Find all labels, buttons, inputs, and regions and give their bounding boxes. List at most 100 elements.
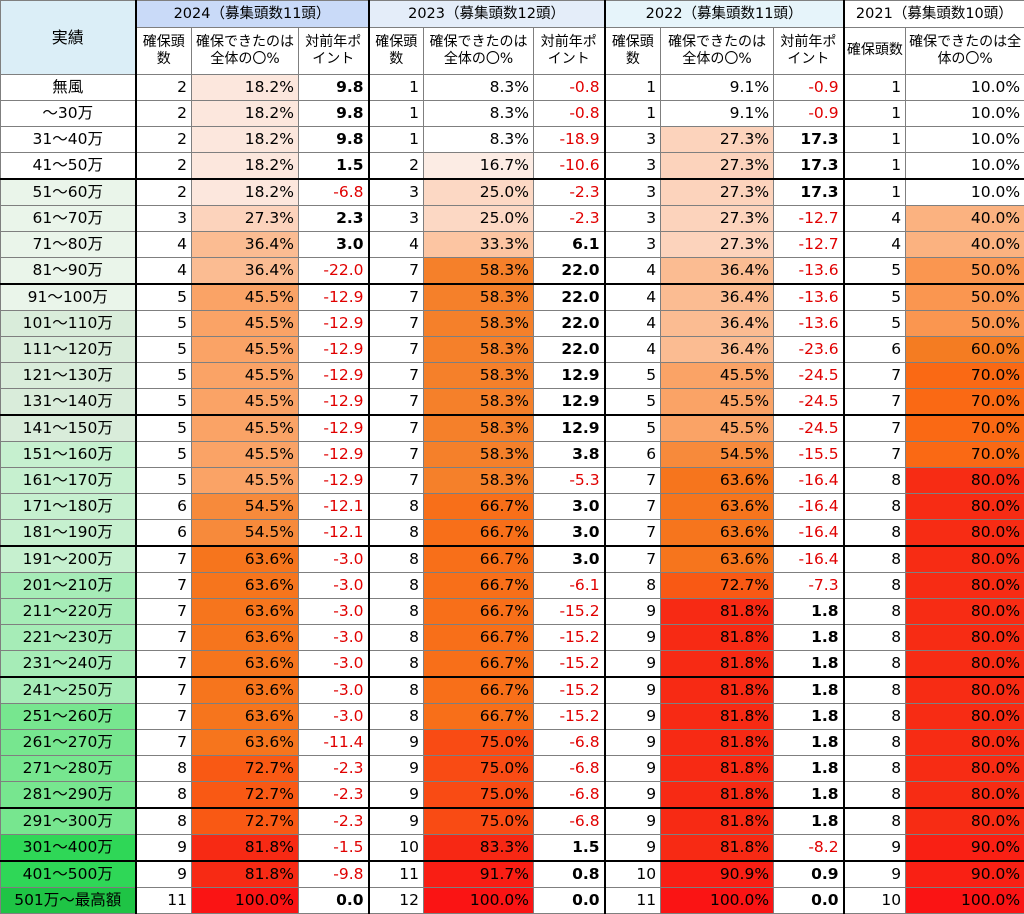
pct-cell-2021: 10.0% xyxy=(906,101,1024,127)
pct-cell-2024: 63.6% xyxy=(192,677,299,704)
count-cell-2021: 8 xyxy=(844,468,906,494)
pct-cell-2023: 66.7% xyxy=(424,625,534,651)
row-label: 231～240万 xyxy=(1,651,136,678)
pct-cell-2024: 72.7% xyxy=(192,808,299,835)
pct-cell-2022: 81.8% xyxy=(661,835,774,862)
count-cell-2022: 7 xyxy=(605,546,661,573)
pct-cell-2023: 58.3% xyxy=(424,311,534,337)
count-cell-2024: 2 xyxy=(136,75,192,101)
row-label: 221～230万 xyxy=(1,625,136,651)
count-cell-2023: 8 xyxy=(369,494,424,520)
points-cell-2024: -3.0 xyxy=(299,625,369,651)
pct-cell-2022: 9.1% xyxy=(661,75,774,101)
points-cell-2022: -23.6 xyxy=(774,337,844,363)
points-cell-2022: -16.4 xyxy=(774,520,844,547)
points-cell-2024: 3.0 xyxy=(299,232,369,258)
points-cell-2023: 6.1 xyxy=(534,232,605,258)
count-cell-2023: 1 xyxy=(369,101,424,127)
count-cell-2022: 4 xyxy=(605,311,661,337)
pct-cell-2021: 80.0% xyxy=(906,494,1024,520)
points-cell-2022: 17.3 xyxy=(774,127,844,153)
points-cell-2024: -3.0 xyxy=(299,573,369,599)
row-label: 271～280万 xyxy=(1,756,136,782)
points-cell-2023: 1.5 xyxy=(534,835,605,862)
count-cell-2023: 9 xyxy=(369,756,424,782)
points-cell-2022: 1.8 xyxy=(774,730,844,756)
pct-cell-2022: 54.5% xyxy=(661,442,774,468)
pct-cell-2024: 81.8% xyxy=(192,835,299,862)
count-cell-2023: 7 xyxy=(369,389,424,416)
count-cell-2024: 7 xyxy=(136,704,192,730)
count-cell-2023: 7 xyxy=(369,311,424,337)
points-cell-2024: -3.0 xyxy=(299,704,369,730)
count-cell-2024: 5 xyxy=(136,415,192,442)
row-label: 無風 xyxy=(1,75,136,101)
pct-cell-2023: 66.7% xyxy=(424,494,534,520)
count-cell-2023: 4 xyxy=(369,232,424,258)
sub-header-points-2023: 対前年ポイント xyxy=(534,28,605,75)
year-header-2024: 2024（募集頭数11頭） xyxy=(136,1,369,28)
pct-cell-2024: 18.2% xyxy=(192,153,299,180)
row-label: 111～120万 xyxy=(1,337,136,363)
points-cell-2022: -24.5 xyxy=(774,415,844,442)
pct-cell-2022: 36.4% xyxy=(661,311,774,337)
pct-cell-2022: 63.6% xyxy=(661,494,774,520)
pct-cell-2021: 80.0% xyxy=(906,546,1024,573)
points-cell-2023: 3.8 xyxy=(534,442,605,468)
sub-header-pct-2022: 確保できたのは全体の〇% xyxy=(661,28,774,75)
count-cell-2024: 7 xyxy=(136,625,192,651)
row-label: 121～130万 xyxy=(1,363,136,389)
pct-cell-2021: 10.0% xyxy=(906,179,1024,206)
count-cell-2024: 4 xyxy=(136,258,192,285)
pct-cell-2021: 90.0% xyxy=(906,835,1024,862)
points-cell-2022: -13.6 xyxy=(774,284,844,311)
count-cell-2024: 5 xyxy=(136,337,192,363)
pct-cell-2021: 70.0% xyxy=(906,415,1024,442)
pct-cell-2024: 45.5% xyxy=(192,337,299,363)
pct-cell-2022: 36.4% xyxy=(661,337,774,363)
pct-cell-2022: 81.8% xyxy=(661,704,774,730)
pct-cell-2024: 63.6% xyxy=(192,625,299,651)
pct-cell-2023: 58.3% xyxy=(424,363,534,389)
points-cell-2024: -11.4 xyxy=(299,730,369,756)
count-cell-2022: 1 xyxy=(605,75,661,101)
pct-cell-2022: 100.0% xyxy=(661,888,774,914)
points-cell-2022: 0.9 xyxy=(774,861,844,888)
pct-cell-2024: 63.6% xyxy=(192,704,299,730)
count-cell-2023: 7 xyxy=(369,468,424,494)
pct-cell-2024: 18.2% xyxy=(192,127,299,153)
row-label: 181～190万 xyxy=(1,520,136,547)
pct-cell-2021: 80.0% xyxy=(906,651,1024,678)
count-cell-2021: 8 xyxy=(844,520,906,547)
pct-cell-2023: 66.7% xyxy=(424,546,534,573)
points-cell-2022: -16.4 xyxy=(774,494,844,520)
pct-cell-2024: 45.5% xyxy=(192,468,299,494)
points-cell-2023: -15.2 xyxy=(534,677,605,704)
points-cell-2024: 9.8 xyxy=(299,75,369,101)
count-cell-2021: 9 xyxy=(844,835,906,862)
points-cell-2022: 1.8 xyxy=(774,782,844,809)
count-cell-2022: 3 xyxy=(605,179,661,206)
pct-cell-2022: 27.3% xyxy=(661,232,774,258)
points-cell-2024: -22.0 xyxy=(299,258,369,285)
pct-cell-2023: 83.3% xyxy=(424,835,534,862)
pct-cell-2023: 66.7% xyxy=(424,599,534,625)
row-label: 281～290万 xyxy=(1,782,136,809)
count-cell-2022: 11 xyxy=(605,888,661,914)
count-cell-2023: 1 xyxy=(369,75,424,101)
pct-cell-2021: 50.0% xyxy=(906,258,1024,285)
pct-cell-2022: 72.7% xyxy=(661,573,774,599)
count-cell-2022: 9 xyxy=(605,625,661,651)
row-label: ～30万 xyxy=(1,101,136,127)
count-cell-2021: 8 xyxy=(844,756,906,782)
points-cell-2022: -13.6 xyxy=(774,311,844,337)
count-cell-2021: 6 xyxy=(844,337,906,363)
